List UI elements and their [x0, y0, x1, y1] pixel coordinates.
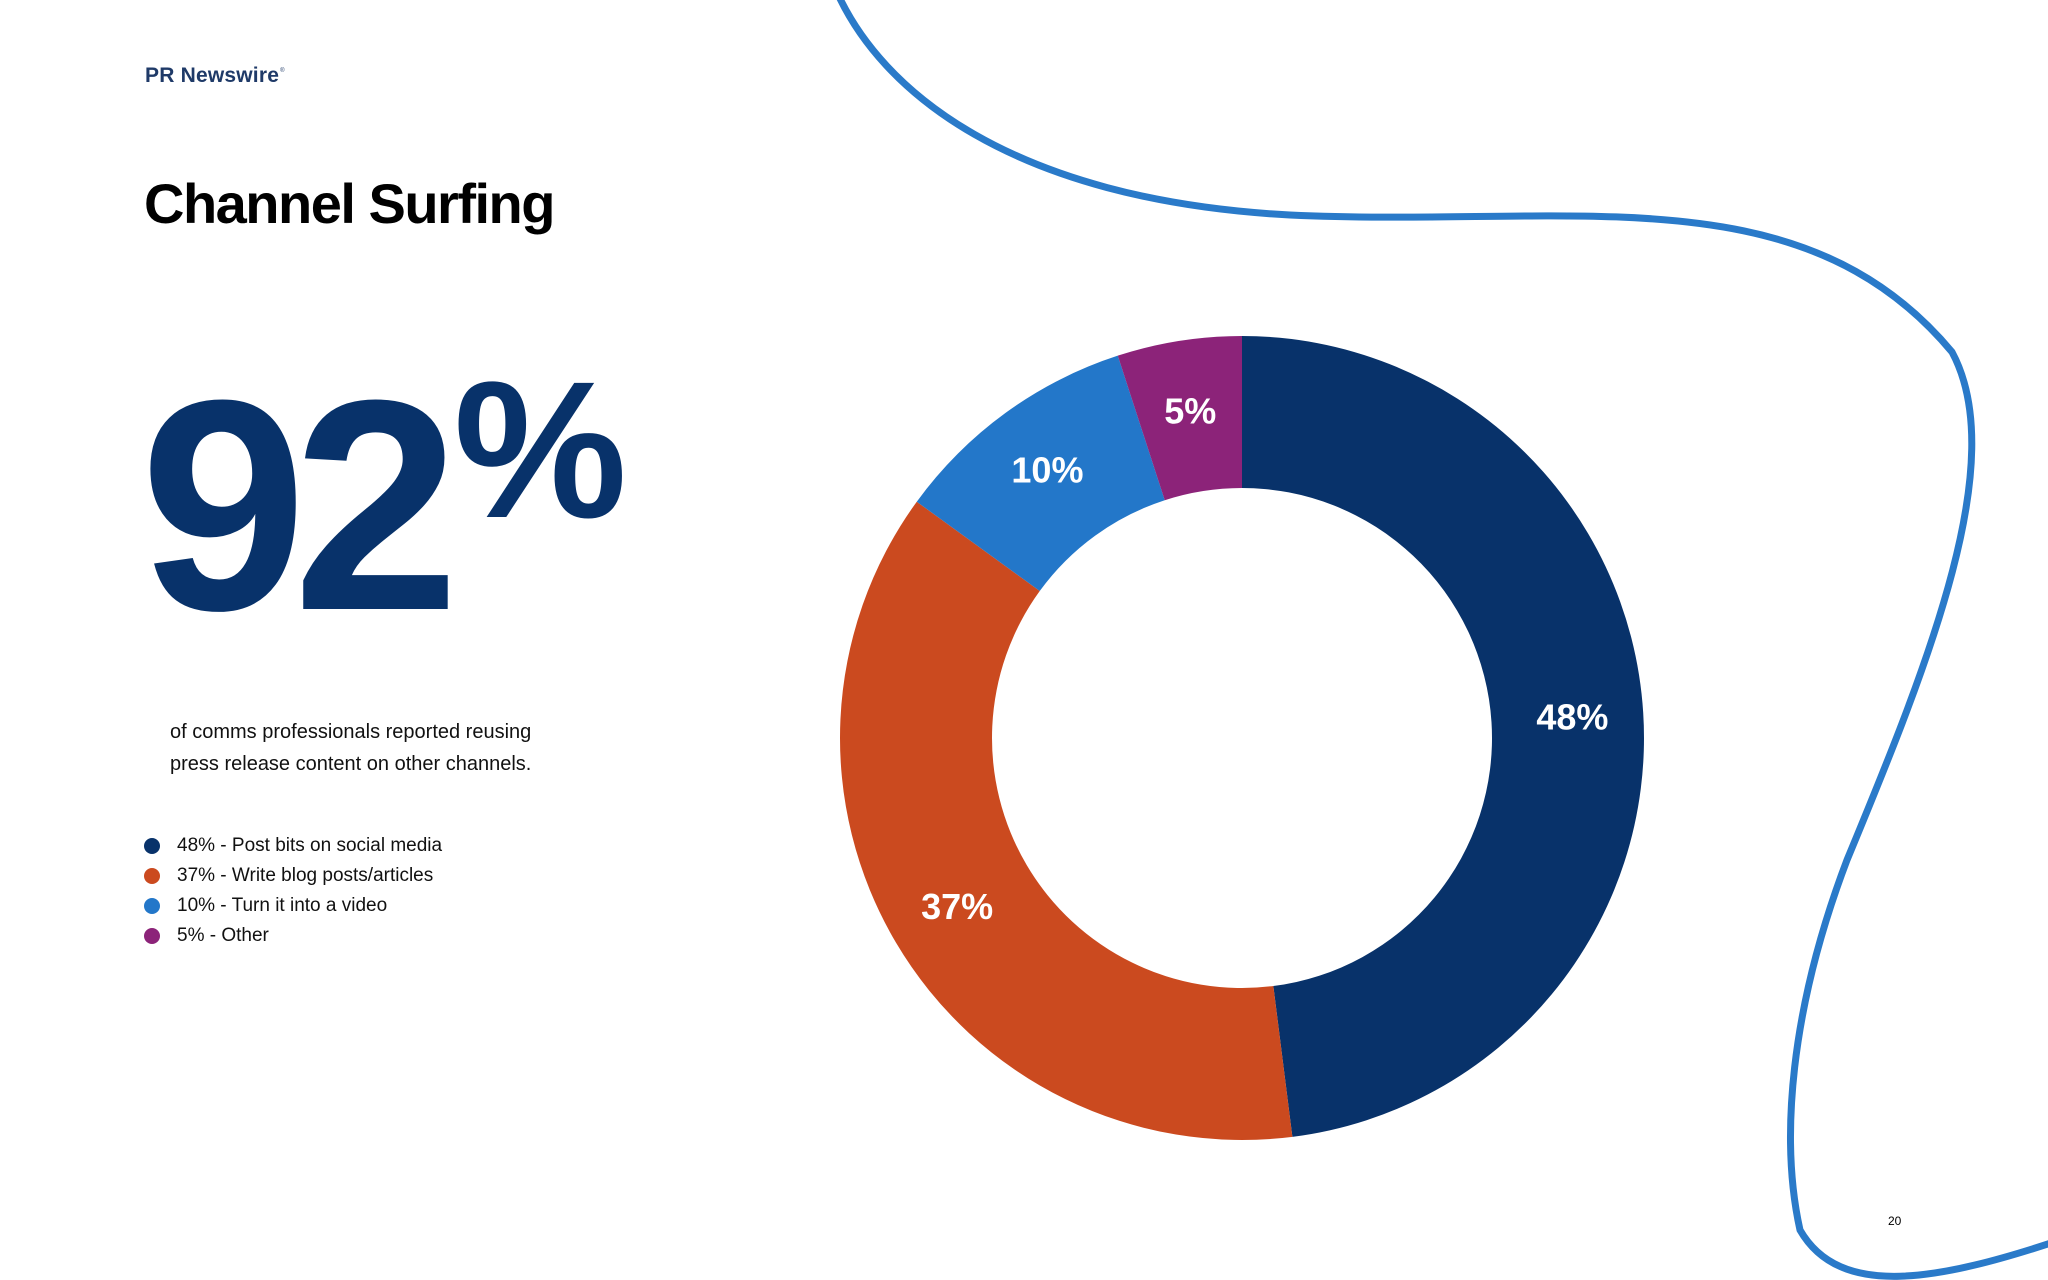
legend-swatch	[144, 868, 160, 884]
legend-item: 37% - Write blog posts/articles	[144, 861, 442, 891]
page-number: 20	[1888, 1214, 1902, 1228]
legend-label: 10% - Turn it into a video	[177, 895, 388, 916]
headline-stat: 92%	[140, 353, 627, 656]
legend-label: 37% - Write blog posts/articles	[177, 865, 434, 886]
donut-slice	[840, 501, 1293, 1140]
donut-data-label: 48%	[1536, 697, 1608, 738]
page-title: Channel Surfing	[144, 172, 555, 235]
headline-stat-number: 92	[140, 337, 460, 673]
donut-data-label: 10%	[1011, 450, 1083, 491]
donut-slice	[1242, 336, 1644, 1137]
wavy-line	[836, 0, 2048, 1280]
legend-swatch	[144, 838, 160, 854]
brand-name: PR Newswire	[145, 64, 280, 87]
chart-legend: 48% - Post bits on social media 37% - Wr…	[144, 831, 442, 951]
donut-data-label: 37%	[921, 886, 993, 927]
legend-label: 48% - Post bits on social media	[177, 835, 443, 856]
caption-line-2: press release content on other channels.	[170, 753, 532, 775]
legend-swatch	[144, 898, 160, 914]
legend-item: 10% - Turn it into a video	[144, 891, 442, 921]
donut-slice	[1117, 336, 1242, 501]
legend-label: 5% - Other	[177, 925, 269, 946]
headline-stat-caption: of comms professionals reported reusing …	[170, 716, 600, 780]
donut-slice	[916, 355, 1165, 592]
registered-mark: ®	[280, 68, 285, 74]
brand-logo: PR Newswire®	[145, 64, 285, 88]
legend-item: 48% - Post bits on social media	[144, 831, 442, 861]
donut-data-label: 5%	[1164, 391, 1216, 432]
legend-swatch	[144, 928, 160, 944]
legend-item: 5% - Other	[144, 921, 442, 951]
headline-stat-unit: %	[453, 341, 628, 559]
caption-line-1: of comms professionals reported reusing	[170, 721, 532, 743]
